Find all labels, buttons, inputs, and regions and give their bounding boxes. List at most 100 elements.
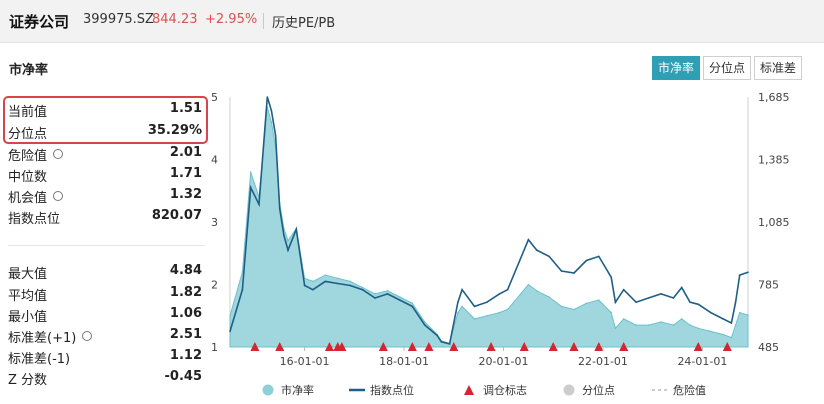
pb-point [585,302,588,305]
stat-danger: 危险值 2.01 [8,145,202,164]
pb-point [598,299,600,301]
stat-label-text: 标准差(+1) [8,331,77,346]
index-point [436,334,439,337]
index-point [399,299,401,301]
legend-label[interactable]: 调仓标志 [483,383,527,397]
index-point [266,96,269,98]
index-code: 399975.SZ [83,12,154,27]
stat-label: 最小值 [8,310,48,325]
index-point [672,297,675,299]
index-point [506,288,509,291]
tab-percentile[interactable]: 分位点 [703,56,752,80]
legend-circle-icon [563,384,575,396]
pb-area [229,106,749,348]
index-point [647,297,650,299]
stat-label: 平均值 [8,289,48,304]
pb-area-series [229,106,749,348]
y-right-tick-label: 1,085 [758,216,790,229]
pb-point [424,321,426,323]
index-point [241,288,244,291]
stat-value: 1.82 [169,285,202,300]
rebalance-marker [337,342,347,351]
stat-value: 2.51 [169,327,202,342]
stat-value: 4.84 [169,263,202,278]
pb-point [486,315,488,317]
index-point [548,255,550,258]
stats-panel: 当前值 1.51 分位点 35.29% 危险值 2.01 中位数 1.71 机会… [0,0,210,404]
rebalance-marker [722,342,732,351]
rebalance-marker [449,342,459,351]
pb-point [672,324,675,326]
index-point [622,288,625,291]
pb-point [229,315,231,317]
index-name: 证券公司 [9,13,70,31]
tab-pb[interactable]: 市净率 [652,56,701,80]
index-point [461,288,463,291]
index-point [738,274,741,276]
pb-point [386,290,389,292]
index-point [270,109,273,112]
pb-point [506,308,509,311]
index-line-series [229,96,749,345]
gear-icon[interactable] [53,191,64,201]
rebalance-marker [324,342,334,351]
pb-point [610,311,612,314]
stat-std-plus: 标准差(+1) 2.51 [8,327,202,346]
stat-value: 1.32 [169,187,202,202]
index-point [258,203,260,206]
rebalance-marker [693,342,703,351]
index-point [386,293,389,295]
legend-label[interactable]: 分位点 [582,383,615,397]
rebalance-marker [519,342,529,351]
index-point [598,255,600,258]
rebalance-marker [250,342,260,351]
y-left-tick-label: 2 [211,279,218,292]
chart-legend: 市净率 指数点位 调仓标志 分位点 危险值 [262,383,706,397]
stat-value: 1.06 [169,306,202,321]
index-point [610,276,612,279]
index-point [374,297,376,299]
stat-label: Z 分数 [8,373,48,388]
pb-point [336,277,339,280]
stat-label: 指数点位 [8,212,61,227]
rebalance-marker [424,342,434,351]
stat-value: 1.71 [169,166,202,181]
pb-point [361,286,364,289]
legend-label[interactable]: 指数点位 [370,383,414,397]
pb-point [527,283,530,286]
index-point [527,238,530,241]
gear-icon[interactable] [53,149,64,159]
stat-label: 危险值 [8,145,64,164]
index-point [287,249,289,251]
stat-value: 35.29% [147,123,202,138]
x-tick-label: 24-01-01 [677,355,727,368]
index-point [734,301,737,304]
legend-label[interactable]: 危险值 [673,383,706,397]
index-line [229,96,749,345]
history-pe-pb-tab[interactable]: 历史PE/PB [272,16,336,31]
index-change: +2.95% [205,12,258,27]
tab-std-dev[interactable]: 标准差 [754,56,803,80]
rebalance-marker [486,342,496,351]
stat-label: 最大值 [8,267,48,282]
legend-label[interactable]: 市净率 [281,383,314,397]
gear-icon[interactable] [82,331,93,341]
pb-point [614,327,617,330]
legend-triangle-icon [464,385,474,395]
pb-point [461,305,463,308]
pb-point [241,271,244,273]
stat-percentile: 分位点 35.29% [8,123,202,142]
y-right-tick-label: 1,385 [758,154,790,167]
pb-point [324,274,327,276]
title-bar: 证券公司 399975.SZ 844.23 +2.95% 历史PE/PB [0,0,824,43]
index-point [448,343,451,345]
rebalance-marker [619,342,629,351]
pb-point [349,280,352,283]
pb-point [697,327,700,330]
header-divider [263,13,264,29]
pb-point [730,336,733,339]
stat-zscore: Z 分数 -0.45 [8,369,202,388]
x-tick-label: 18-01-01 [379,355,429,368]
section-title: 市净率 [9,63,49,78]
index-point [473,305,476,308]
